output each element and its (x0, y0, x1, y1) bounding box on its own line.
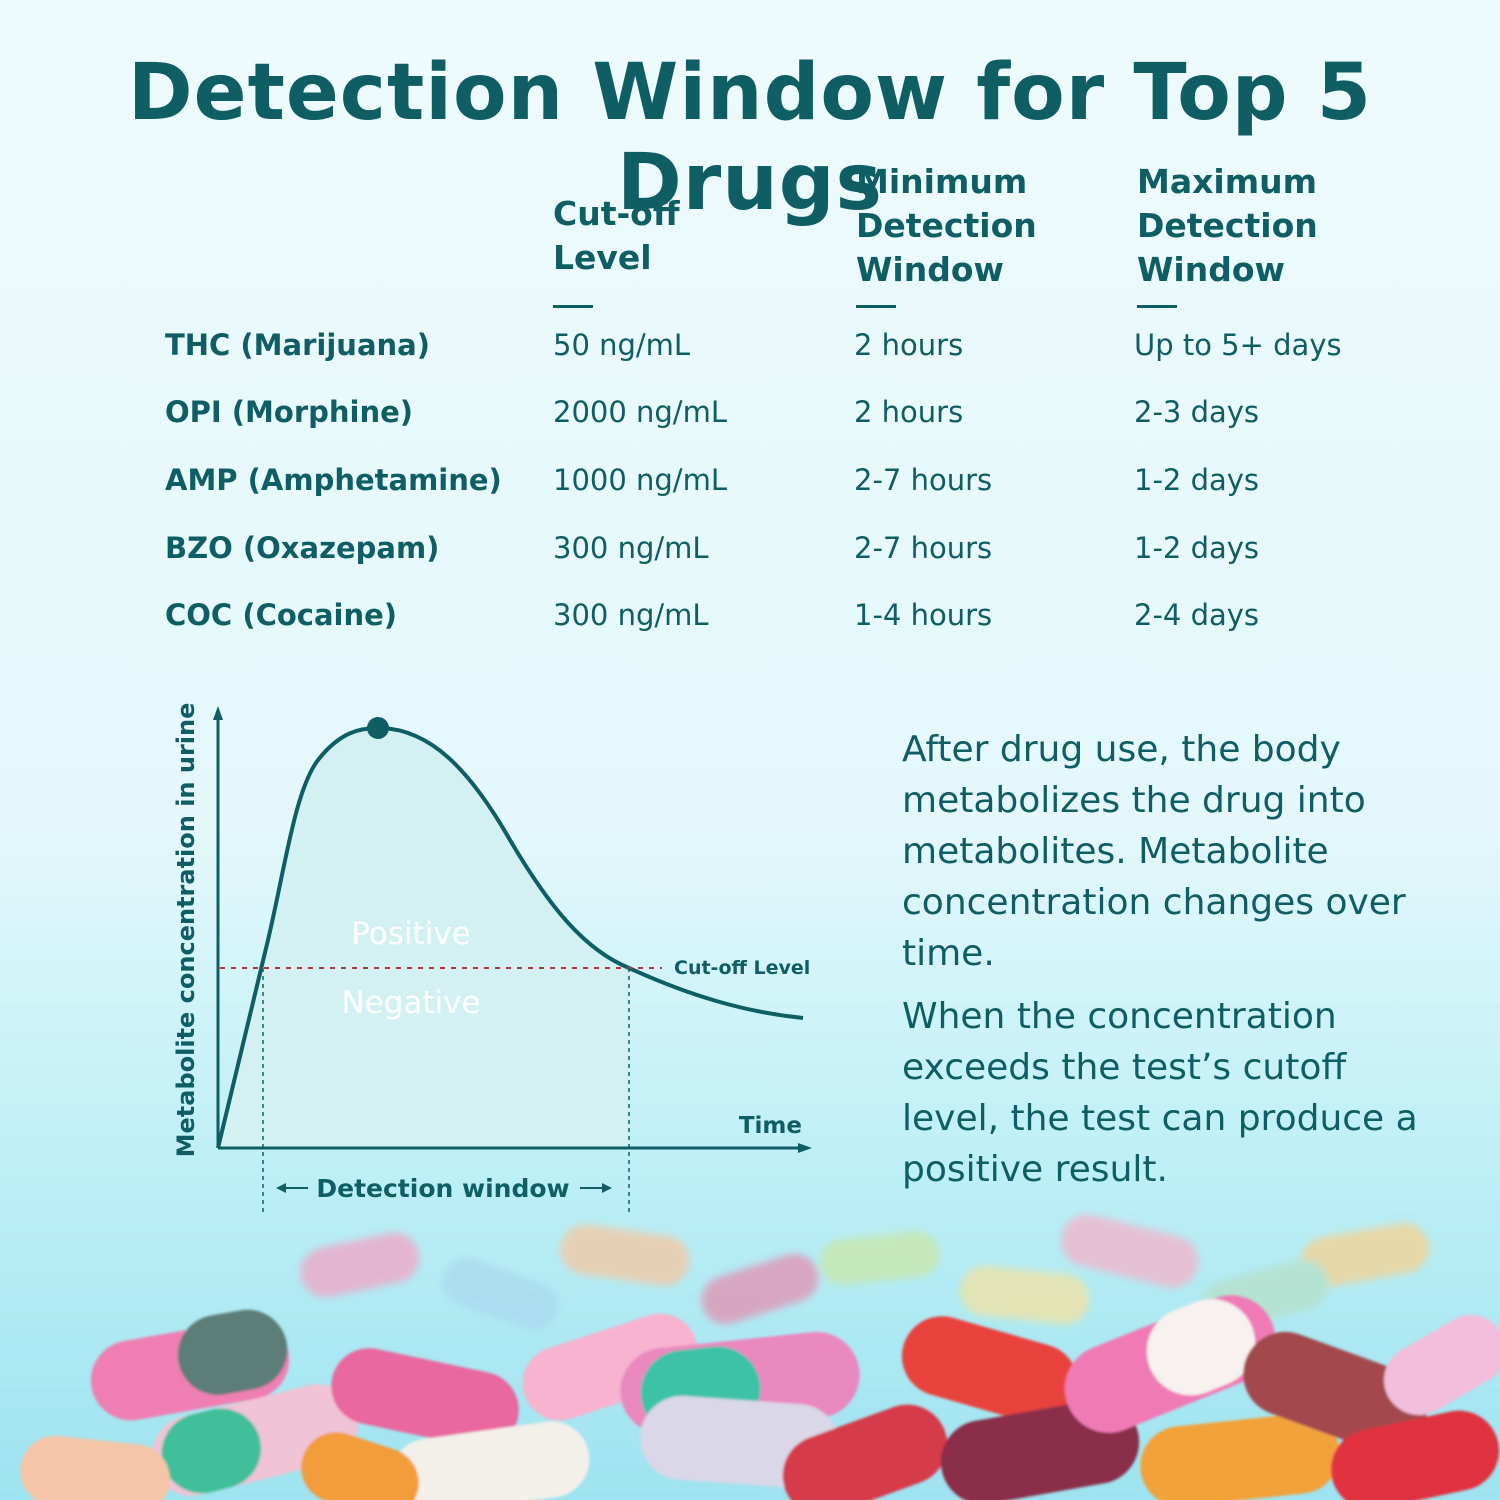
header-max-line-3: Window (1137, 250, 1285, 289)
header-max-line-1: Maximum (1137, 162, 1317, 201)
header-min-line-3: Window (856, 250, 1004, 289)
table-row: AMP (Amphetamine) 1000 ng/mL 2-7 hours 1… (0, 463, 1500, 513)
header-cutoff-line-1: Cut-off (553, 194, 680, 233)
min-window-value: 2 hours (854, 328, 964, 362)
header-max-line-2: Detection (1137, 206, 1318, 245)
max-window-value: 1-2 days (1134, 463, 1260, 497)
min-window-value: 2 hours (854, 395, 964, 429)
capsules-photo (0, 1200, 1500, 1500)
description-paragraph-2: When the concentration exceeds the test’… (902, 996, 1418, 1190)
drug-name: BZO (Oxazepam) (165, 531, 440, 565)
max-window-value: Up to 5+ days (1134, 328, 1342, 362)
cutoff-value: 50 ng/mL (553, 328, 691, 362)
header-max-window: Maximum Detection Window (1137, 160, 1318, 292)
cutoff-value: 2000 ng/mL (553, 395, 727, 429)
table-row: COC (Cocaine) 300 ng/mL 1-4 hours 2-4 da… (0, 598, 1500, 648)
max-window-value: 2-3 days (1134, 395, 1260, 429)
capsules-illustration (20, 1214, 1500, 1500)
min-window-value: 2-7 hours (854, 463, 993, 497)
detection-table: Cut-off Level Minimum Detection Window M… (0, 0, 1500, 660)
peak-marker (367, 717, 389, 739)
table-row: THC (Marijuana) 50 ng/mL 2 hours Up to 5… (0, 328, 1500, 378)
min-window-value: 2-7 hours (854, 531, 993, 565)
concentration-diagram-svg: Metabolite concentration in urine Time P… (172, 703, 812, 1215)
page-title: Detection Window for Top 5 Drugs (127, 48, 1373, 228)
drug-name: AMP (Amphetamine) (165, 463, 502, 497)
header-cutoff-line-2: Level (553, 238, 652, 277)
drug-name: COC (Cocaine) (165, 598, 398, 632)
y-axis-label: Metabolite concentration in urine (172, 703, 200, 1158)
cutoff-value: 300 ng/mL (553, 598, 709, 632)
header-min-line-1: Minimum (856, 162, 1028, 201)
cutoff-value: 300 ng/mL (553, 531, 709, 565)
window-arrow-right-head (602, 1183, 612, 1193)
window-arrow-left-head (276, 1183, 286, 1193)
x-axis-arrow (798, 1143, 812, 1153)
positive-area (220, 728, 629, 1148)
min-window-value: 1-4 hours (854, 598, 993, 632)
table-row: BZO (Oxazepam) 300 ng/mL 2-7 hours 1-2 d… (0, 531, 1500, 581)
header-min-line-2: Detection (856, 206, 1037, 245)
capsules-foreground (20, 1295, 1500, 1500)
y-axis-arrow (213, 706, 223, 720)
max-window-value: 1-2 days (1134, 531, 1260, 565)
concentration-curve (216, 726, 804, 1149)
header-cutoff-dash (553, 305, 593, 308)
cutoff-value: 1000 ng/mL (553, 463, 727, 497)
detection-window-label: Detection window (316, 1174, 569, 1203)
header-max-dash (1137, 305, 1177, 308)
concentration-diagram: Metabolite concentration in urine Time P… (140, 690, 830, 1230)
cutoff-label: Cut-off Level (674, 957, 810, 979)
description-paragraph-1: After drug use, the body metabolizes the… (902, 729, 1406, 974)
x-axis-label: Time (739, 1113, 802, 1139)
table-row: OPI (Morphine) 2000 ng/mL 2 hours 2-3 da… (0, 395, 1500, 445)
positive-label: Positive (351, 916, 471, 952)
negative-label: Negative (341, 985, 480, 1021)
drug-name: OPI (Morphine) (165, 395, 414, 429)
drug-name: THC (Marijuana) (165, 328, 430, 362)
header-cutoff: Cut-off Level (553, 192, 680, 280)
max-window-value: 2-4 days (1134, 598, 1260, 632)
header-min-dash (856, 305, 896, 308)
header-min-window: Minimum Detection Window (856, 160, 1037, 292)
